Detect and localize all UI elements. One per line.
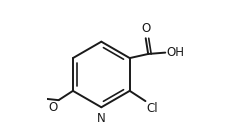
Text: O: O [141, 22, 150, 35]
Text: Cl: Cl [146, 102, 158, 115]
Text: N: N [97, 112, 105, 125]
Text: OH: OH [165, 46, 183, 59]
Text: O: O [48, 101, 57, 114]
